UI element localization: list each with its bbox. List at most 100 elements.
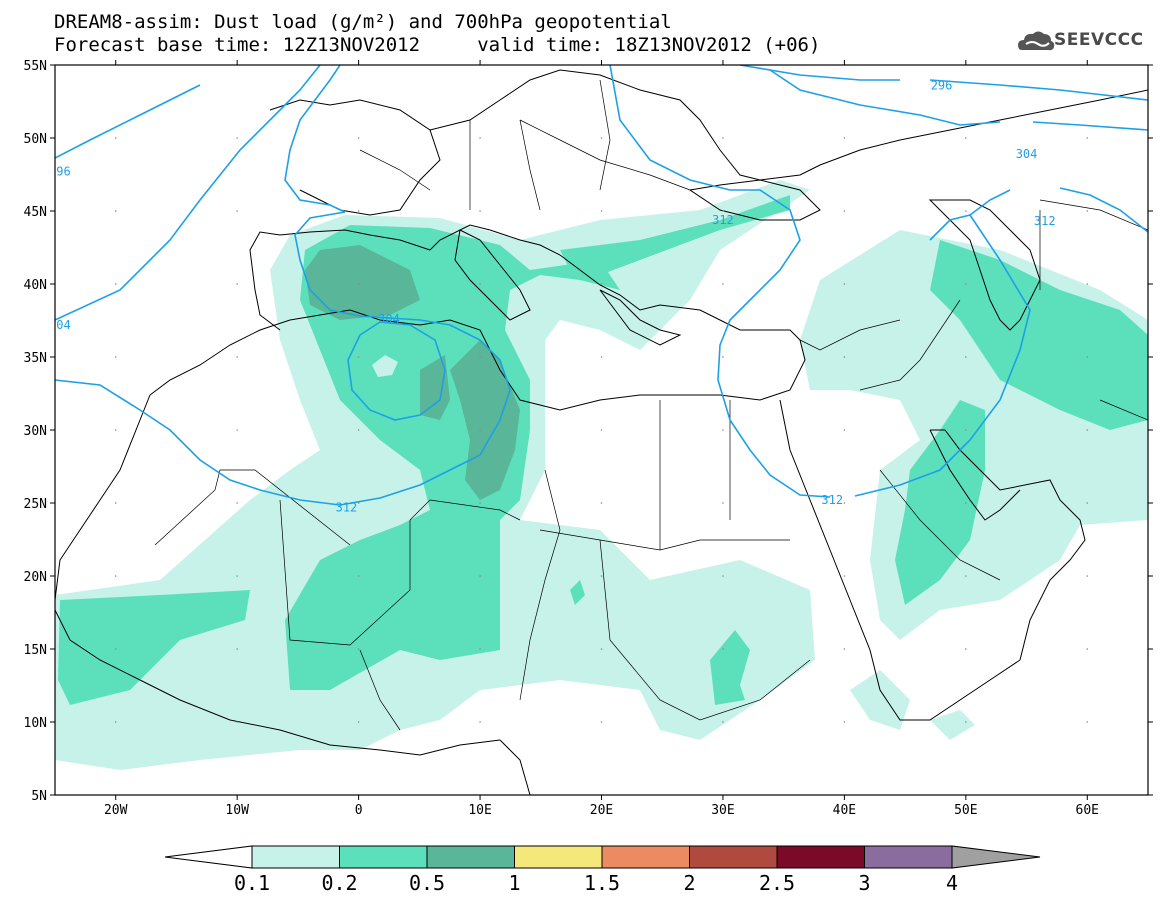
grid-dot (722, 137, 724, 139)
grid-dot (1086, 721, 1089, 723)
grid-dot (722, 648, 724, 650)
grid-dot (843, 721, 846, 723)
grid-dot (600, 648, 603, 650)
contour-label: 312 (1034, 214, 1056, 228)
lat-label: 55N (24, 59, 47, 74)
contour-label: 304 (1016, 147, 1038, 161)
grid-dot (236, 648, 238, 650)
logo-text: SEEVCCC (1054, 30, 1144, 50)
colorbar: 0.1 0.2 0.5 1 1.5 2 2.5 3 4 (164, 845, 1041, 895)
grid-dot (357, 648, 360, 650)
contour-label: 304 (378, 312, 400, 326)
colorbar-swatch (339, 845, 428, 869)
grid-dot (114, 429, 117, 431)
grid-dot (722, 356, 724, 358)
grid-dot (479, 137, 481, 139)
grid-dot (843, 283, 846, 285)
contour-label: 96 (56, 165, 70, 179)
grid-dot (236, 721, 238, 723)
lon-label: 30E (711, 803, 734, 818)
graticule (114, 137, 1089, 723)
grid-dot (357, 356, 360, 358)
grid-dot (965, 575, 967, 577)
lat-label: 50N (24, 132, 47, 147)
colorbar-label: 0.5 (409, 871, 445, 895)
grid-dot (722, 210, 724, 212)
grid-dot (722, 721, 724, 723)
grid-dot (1086, 502, 1089, 504)
contour-labels: 296 304 312 312 96 304 04 312 312 (56, 78, 1056, 514)
grid-dot (965, 356, 967, 358)
grid-dot (965, 648, 967, 650)
dust-level-3-area (305, 245, 520, 500)
colorbar-label: 1.5 (584, 871, 620, 895)
grid-dot (479, 283, 481, 285)
grid-dot (1086, 137, 1089, 139)
grid-dot (236, 429, 238, 431)
grid-dot (965, 721, 967, 723)
grid-dot (1086, 210, 1089, 212)
grid-dot (479, 502, 481, 504)
grid-dot (357, 283, 360, 285)
lon-label: 20E (590, 803, 613, 818)
lat-label: 25N (24, 497, 47, 512)
grid-dot (479, 429, 481, 431)
contour-label: 296 (931, 78, 953, 92)
grid-dot (600, 429, 603, 431)
grid-dot (600, 356, 603, 358)
grid-dot (114, 721, 117, 723)
latitude-axis: 55N 50N 45N 40N 35N 30N 25N 20N 15N 10N 5N (24, 59, 1153, 804)
grid-dot (600, 210, 603, 212)
grid-dot (479, 721, 481, 723)
lon-label: 10W (225, 803, 249, 818)
map-title: DREAM8-assim: Dust load (g/m²) and 700hP… (54, 11, 672, 33)
grid-dot (114, 137, 117, 139)
longitude-axis: 20W 10W 0 10E 20E 30E 40E 50E 60E (104, 60, 1099, 818)
grid-dot (357, 575, 360, 577)
lat-label: 20N (24, 570, 47, 585)
lat-label: 15N (24, 643, 47, 658)
grid-dot (965, 210, 967, 212)
lat-label: 5N (31, 789, 47, 804)
grid-dot (114, 283, 117, 285)
lon-label: 20W (104, 803, 128, 818)
grid-dot (357, 210, 360, 212)
grid-dot (479, 356, 481, 358)
grid-dot (357, 502, 360, 504)
colorbar-swatch (514, 845, 603, 869)
colorbar-label: 1 (508, 871, 520, 895)
cloud-logo-icon (1018, 31, 1055, 51)
grid-dot (600, 283, 603, 285)
colorbar-swatch (601, 845, 690, 869)
grid-dot (843, 429, 846, 431)
grid-dot (965, 283, 967, 285)
grid-dot (843, 502, 846, 504)
grid-dot (236, 575, 238, 577)
grid-dot (843, 356, 846, 358)
grid-dot (965, 429, 967, 431)
geopotential-contours (55, 65, 1148, 506)
colorbar-label: 0.2 (321, 871, 357, 895)
grid-dot (114, 356, 117, 358)
grid-dot (357, 137, 360, 139)
grid-dot (1086, 283, 1089, 285)
grid-dot (600, 575, 603, 577)
grid-dot (114, 210, 117, 212)
grid-dot (1086, 648, 1089, 650)
lon-label: 40E (833, 803, 856, 818)
grid-dot (357, 721, 360, 723)
lat-label: 40N (24, 278, 47, 293)
colorbar-low-arrow (164, 845, 253, 869)
grid-dot (1086, 356, 1089, 358)
grid-dot (843, 210, 846, 212)
colorbar-swatch (776, 845, 865, 869)
colorbar-swatch (689, 845, 778, 869)
grid-dot (722, 502, 724, 504)
grid-dot (1086, 575, 1089, 577)
colorbar-label: 4 (946, 871, 958, 895)
map-subtitle: Forecast base time: 12Z13NOV2012 valid t… (54, 34, 821, 56)
grid-dot (722, 575, 724, 577)
grid-dot (600, 721, 603, 723)
grid-dot (236, 137, 238, 139)
